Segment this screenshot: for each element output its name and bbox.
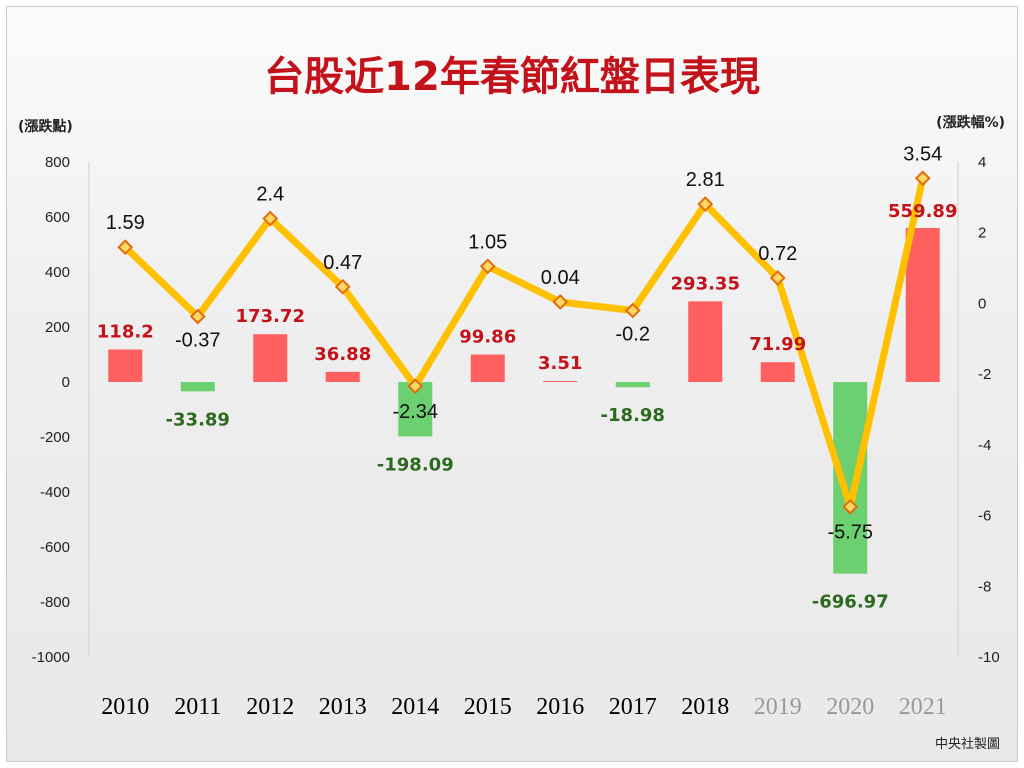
pct-value-label: -5.75: [827, 522, 873, 544]
left-tick-label: 400: [45, 264, 70, 281]
pct-marker-2018: [697, 196, 714, 212]
bar-2016: [543, 381, 578, 383]
bar-value-label: -33.89: [166, 409, 230, 430]
right-axis-unit: (漲跌幅%): [936, 114, 1005, 131]
bar-2011: [180, 382, 215, 392]
pct-value-label: 1.59: [106, 212, 145, 234]
x-axis-label: 2012: [246, 694, 294, 720]
pct-marker-2021: [914, 170, 931, 187]
x-axis-label: 2016: [536, 694, 584, 720]
bar-value-label: -696.97: [812, 592, 889, 613]
bar-value-label: -18.98: [601, 405, 665, 426]
left-axis-unit: (漲跌點): [18, 118, 73, 135]
pct-marker-2019: [769, 270, 786, 286]
bar-2012: [253, 334, 288, 382]
bar-2019: [760, 362, 795, 382]
bar-value-label: -198.09: [377, 454, 454, 475]
bar-series: [108, 228, 940, 574]
pct-marker-2020: [842, 498, 859, 515]
pct-value-label: 0.04: [541, 267, 580, 289]
x-axis-label: 2013: [319, 694, 367, 720]
left-axis-ticks: 800 600 400 200 0 -200 -400 -600 -800 -1000: [32, 154, 70, 666]
right-tick-label: 0: [978, 295, 986, 312]
right-tick-label: 2: [978, 225, 986, 242]
bar-2017: [615, 382, 650, 388]
bar-2015: [470, 354, 505, 382]
chart-title: 台股近12年春節紅盤日表現: [264, 54, 760, 100]
pct-line: [121, 174, 927, 511]
bar-value-label: 3.51: [538, 353, 582, 374]
bar-value-label: 99.86: [459, 327, 516, 348]
pct-marker-2017: [624, 302, 641, 319]
bar-value-label: 118.2: [97, 321, 154, 342]
bar-2010: [108, 349, 143, 382]
left-tick-label: 0: [62, 374, 70, 391]
right-tick-label: 4: [978, 154, 986, 171]
right-tick-label: -4: [978, 437, 991, 454]
x-axis-label: 2020: [826, 694, 874, 720]
credit-text: 中央社製圖: [935, 736, 1000, 752]
x-axis-label: 2021: [899, 694, 947, 720]
pct-marker-2013: [334, 278, 351, 295]
left-tick-label: 600: [45, 209, 70, 226]
x-axis-label: 2010: [101, 694, 149, 720]
pct-marker-2015: [479, 258, 496, 275]
pct-marker-2012: [262, 210, 279, 227]
pct-value-label: 0.47: [323, 252, 362, 274]
pct-value-label: 3.54: [903, 143, 942, 165]
left-tick-label: 200: [45, 319, 70, 336]
pct-value-label: 1.05: [468, 231, 507, 253]
x-axis-label: 2015: [464, 694, 512, 720]
bar-2013: [325, 371, 360, 382]
left-tick-label: 800: [45, 154, 70, 171]
bar-2021: [905, 228, 940, 382]
x-axis-label: 2014: [391, 694, 439, 720]
x-axis-label: 2017: [609, 694, 657, 720]
pct-value-label: -0.37: [175, 330, 221, 352]
bar-2018: [688, 301, 723, 382]
left-tick-label: -400: [40, 484, 70, 501]
left-tick-label: -600: [40, 539, 70, 556]
pct-marker-2014: [407, 378, 424, 395]
line-series: [117, 170, 931, 515]
left-tick-label: -800: [40, 594, 70, 611]
left-tick-label: -1000: [32, 649, 70, 666]
pct-marker-2010: [117, 239, 134, 256]
pct-value-label: -2.34: [392, 401, 438, 423]
bar-value-label: 293.35: [671, 273, 740, 294]
x-axis-label: 2018: [681, 694, 729, 720]
pct-value-label: 0.72: [758, 243, 797, 265]
right-axis-ticks: 4 2 0 -2 -4 -6 -8 -10: [978, 154, 1000, 666]
bar-value-label: 36.88: [314, 344, 371, 365]
pct-value-label: 2.81: [686, 169, 725, 191]
line-data-labels: 1.59 -0.37 2.4 0.47 -2.34 1.05 0.04 -0.2 2.81 0.7…: [106, 143, 942, 543]
pct-marker-2016: [552, 294, 569, 310]
x-axis-label: 2011: [174, 694, 221, 720]
right-tick-label: -6: [978, 508, 991, 525]
right-tick-label: -2: [978, 366, 991, 383]
bar-data-labels: 118.2 -33.89 173.72 36.88 -198.09 99.86 3.51 -1…: [97, 201, 958, 613]
right-tick-label: -8: [978, 578, 991, 595]
bar-value-label: 559.89: [888, 201, 957, 222]
bar-value-label: 71.99: [749, 334, 806, 355]
x-axis-label: 2019: [754, 694, 802, 720]
pct-value-label: -0.2: [616, 324, 650, 346]
x-axis-labels: 2010 2011 2012 2013 2014 2015 2016 2017 2018 2019…: [101, 694, 947, 720]
pct-marker-2011: [189, 308, 206, 325]
left-tick-label: -200: [40, 429, 70, 446]
pct-value-label: 2.4: [256, 184, 284, 206]
right-tick-label: -10: [978, 649, 1000, 666]
bar-value-label: 173.72: [236, 306, 305, 327]
